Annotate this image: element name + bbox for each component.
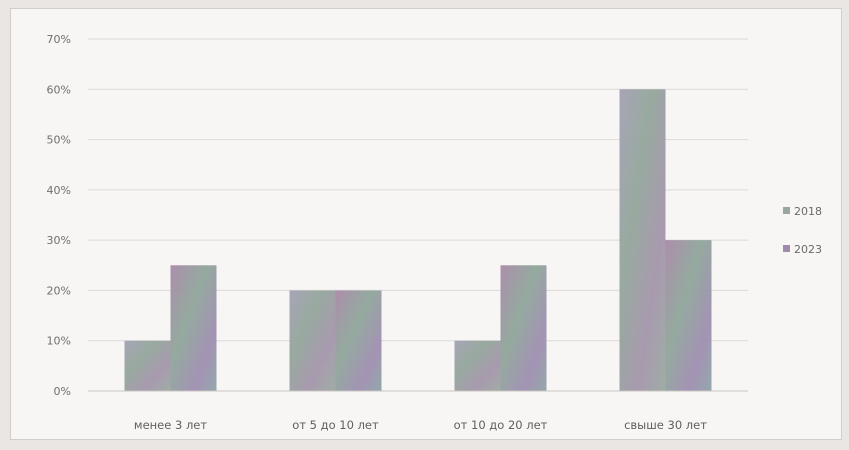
bar-2023-1 — [335, 290, 382, 391]
x-category-label: свыше 30 лет — [624, 418, 707, 432]
y-tick-label: 30% — [47, 234, 71, 247]
y-axis-ticks: 0% 10% 20% 30% 40% 50% 60% 70% — [47, 33, 71, 398]
bar-2023-2 — [500, 265, 547, 391]
y-tick-label: 0% — [54, 385, 71, 398]
bar-2018-0 — [124, 340, 171, 391]
y-tick-label: 10% — [47, 335, 71, 348]
x-category-label: от 5 до 10 лет — [292, 418, 379, 432]
bar-2018-2 — [454, 340, 501, 391]
y-tick-label: 40% — [47, 184, 71, 197]
x-category-label: менее 3 лет — [134, 418, 207, 432]
y-tick-label: 60% — [47, 83, 71, 96]
y-tick-label: 20% — [47, 284, 71, 297]
legend-label-2023: 2023 — [794, 243, 822, 256]
legend-swatch-2023 — [783, 245, 790, 252]
x-category-label: от 10 до 20 лет — [454, 418, 548, 432]
y-tick-label: 70% — [47, 33, 71, 46]
bar-2018-1 — [289, 290, 336, 391]
bars — [124, 89, 712, 392]
bar-2023-0 — [170, 265, 217, 391]
x-axis-categories: менее 3 лет от 5 до 10 лет от 10 до 20 лет… — [134, 418, 707, 432]
legend: 2018 2023 — [783, 205, 822, 256]
legend-swatch-2018 — [783, 207, 790, 214]
legend-label-2018: 2018 — [794, 205, 822, 218]
bar-2023-3 — [665, 240, 712, 391]
bar-2018-3 — [619, 89, 666, 392]
y-tick-label: 50% — [47, 134, 71, 147]
